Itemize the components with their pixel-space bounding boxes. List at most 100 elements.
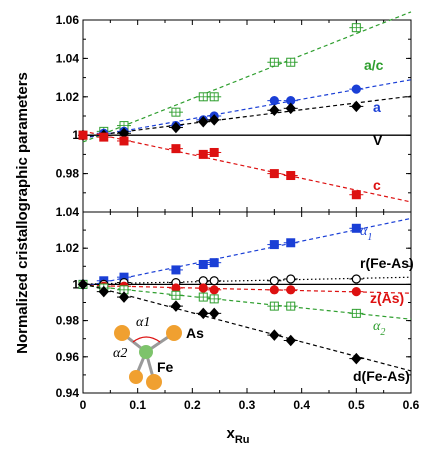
data-point (98, 285, 109, 298)
inset-angle-arc (132, 336, 161, 343)
series-label: d(Fe-As) (353, 368, 410, 384)
fit-line (82, 79, 412, 139)
series-label: α2 (373, 319, 385, 338)
fit-line (82, 276, 412, 285)
y-tick-label: 1 (72, 128, 79, 142)
inset-label-alpha1: α1 (136, 315, 150, 330)
y-tick-label: 0.98 (56, 167, 80, 181)
fit-line (82, 284, 412, 320)
data-point (170, 121, 182, 134)
data-point (351, 100, 362, 113)
y-tick-label: 1.02 (56, 241, 80, 255)
inset-label-alpha2: α2 (113, 346, 127, 361)
data-point (198, 116, 209, 128)
x-axis-label-sub: Ru (235, 434, 250, 446)
x-tick-label: 0 (80, 398, 87, 412)
bottom-panel-axes: 0.94 0.96 0.98 1 1.02 1.04 0 0.1 0.2 0.3 0.4 0.5 0.6 (56, 205, 420, 412)
data-point (351, 352, 362, 365)
y-tick-label: 0.94 (56, 386, 80, 400)
data-point (269, 96, 279, 106)
data-point (286, 171, 296, 181)
y-tick-label: 1.06 (56, 13, 80, 27)
data-point (351, 84, 361, 94)
series-label-index: 2 (380, 327, 385, 338)
y-tick-label: 1.04 (56, 51, 80, 65)
y-axis-label: Normalized cristallographic parameters (14, 72, 31, 354)
series-label-symbol: α (373, 319, 381, 334)
data-point (209, 276, 219, 286)
data-point (351, 190, 361, 200)
inset-as-atom (146, 374, 162, 390)
series-a (78, 79, 412, 140)
data-point (171, 265, 181, 275)
data-point (99, 132, 109, 142)
data-point (209, 114, 220, 126)
data-point (269, 329, 280, 341)
series-label: α1 (360, 224, 372, 243)
data-point (170, 300, 182, 312)
data-point (269, 169, 279, 179)
series-c (78, 130, 412, 203)
data-point (285, 102, 296, 115)
data-point (209, 307, 220, 320)
series-label: r(Fe-As) (360, 255, 414, 271)
x-tick-label: 0.2 (184, 398, 201, 412)
data-point (269, 104, 280, 116)
x-tick-label: 0.4 (293, 398, 310, 412)
data-point (209, 285, 219, 295)
y-tick-label: 1 (72, 277, 79, 291)
x-axis-label: xRu (226, 425, 249, 446)
series-label-index: 1 (367, 232, 372, 243)
data-point (269, 276, 279, 286)
x-tick-label: 0.5 (348, 398, 365, 412)
x-tick-label: 0.6 (403, 398, 420, 412)
series-label: a (373, 99, 381, 115)
fe-as-tetrahedron-inset: α1 As α2 Fe (113, 315, 204, 390)
series-label-symbol: α (360, 224, 368, 239)
series-label: c (373, 177, 381, 193)
series-label: z(As) (370, 290, 404, 306)
y-tick-label: 1.04 (56, 205, 80, 219)
data-point (119, 136, 129, 146)
data-point (198, 283, 208, 293)
inset-as-atom (114, 325, 130, 341)
data-point (285, 334, 296, 347)
inset-as-atom (166, 325, 182, 341)
inset-label-as: As (186, 325, 204, 341)
data-point (351, 223, 361, 233)
data-point (286, 238, 296, 248)
data-point (269, 285, 279, 295)
series-label: a/c (364, 57, 384, 73)
data-point (286, 274, 296, 284)
data-point (198, 259, 208, 269)
series-a/c (78, 11, 412, 143)
x-tick-label: 0.1 (129, 398, 146, 412)
data-point (118, 291, 130, 303)
data-point (209, 258, 219, 268)
y-tick-label: 0.96 (56, 350, 80, 364)
x-axis-label-main: x (226, 425, 235, 442)
inset-label-fe: Fe (157, 359, 174, 375)
series-d(Fe-As) (77, 278, 412, 372)
fit-line (82, 130, 412, 203)
fit-line (82, 283, 412, 372)
fit-line (82, 95, 412, 138)
series-label: V (373, 132, 383, 148)
data-point (78, 130, 88, 140)
inset-fe-atom (139, 345, 153, 359)
data-point (171, 144, 181, 154)
series-V (77, 95, 412, 141)
data-point (351, 274, 361, 284)
y-tick-label: 0.98 (56, 314, 80, 328)
top-panel-axes: 0.98 1 1.02 1.04 1.06 (56, 13, 412, 213)
data-point (198, 149, 208, 159)
x-tick-label: 0.3 (239, 398, 256, 412)
data-point (198, 307, 209, 320)
series-layer (77, 11, 412, 372)
panel-frame (82, 19, 412, 213)
y-tick-label: 1.02 (56, 90, 80, 104)
data-point (77, 278, 89, 291)
fit-line (82, 11, 412, 143)
